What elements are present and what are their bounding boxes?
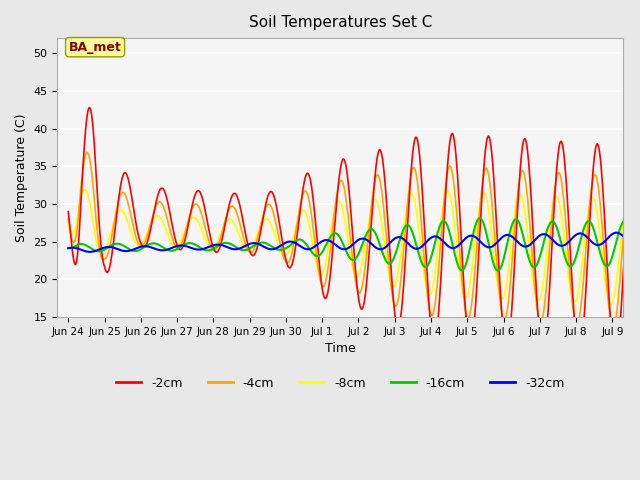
Title: Soil Temperatures Set C: Soil Temperatures Set C — [249, 15, 432, 30]
Y-axis label: Soil Temperature (C): Soil Temperature (C) — [15, 113, 28, 242]
Text: BA_met: BA_met — [68, 41, 122, 54]
X-axis label: Time: Time — [325, 342, 356, 356]
Legend: -2cm, -4cm, -8cm, -16cm, -32cm: -2cm, -4cm, -8cm, -16cm, -32cm — [111, 372, 570, 395]
